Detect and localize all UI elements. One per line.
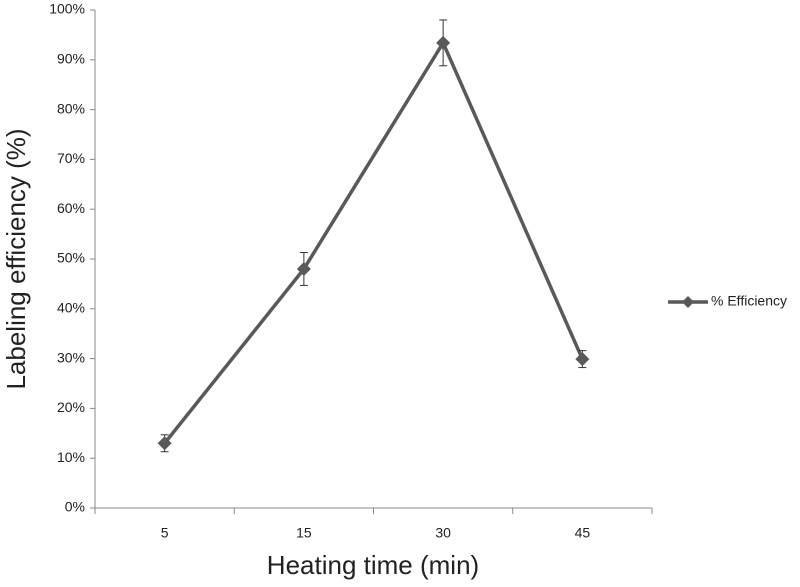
legend-label: % Efficiency — [711, 293, 787, 309]
y-tick-label: 90% — [57, 51, 85, 67]
y-axis-title: Labeling efficiency (%) — [1, 128, 31, 389]
x-tick-label: 5 — [161, 525, 169, 541]
y-tick-label: 30% — [57, 349, 85, 365]
x-tick-label: 30 — [435, 525, 451, 541]
x-tick-label: 45 — [575, 525, 591, 541]
data-marker — [296, 261, 311, 276]
y-tick-label: 80% — [57, 100, 85, 116]
data-marker — [157, 436, 172, 451]
y-tick-label: 60% — [57, 200, 85, 216]
x-tick-label: 15 — [296, 525, 312, 541]
y-tick-label: 10% — [57, 449, 85, 465]
y-tick-label: 40% — [57, 300, 85, 316]
data-marker — [575, 352, 590, 367]
y-tick-label: 100% — [49, 1, 85, 17]
x-axis-title: Heating time (min) — [267, 550, 479, 580]
y-tick-label: 0% — [65, 499, 85, 515]
y-tick-label: 20% — [57, 399, 85, 415]
data-marker — [436, 35, 451, 50]
legend-marker — [682, 296, 694, 308]
data-line — [163, 39, 584, 445]
y-tick-label: 70% — [57, 150, 85, 166]
y-tick-label: 50% — [57, 250, 85, 266]
